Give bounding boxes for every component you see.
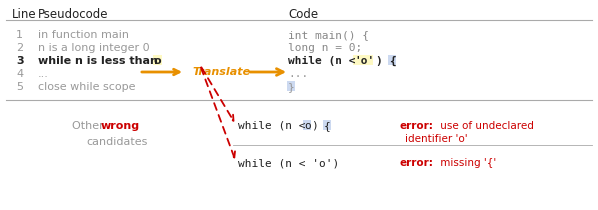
- Text: wrong: wrong: [101, 121, 140, 131]
- Text: ): ): [312, 121, 325, 131]
- Text: ): ): [376, 56, 389, 66]
- Text: candidates: candidates: [86, 137, 147, 147]
- FancyBboxPatch shape: [353, 55, 373, 65]
- Text: {: {: [324, 121, 331, 131]
- Text: identifier 'o': identifier 'o': [405, 134, 468, 144]
- Text: while (n < 'o'): while (n < 'o'): [238, 158, 339, 168]
- Text: while (n <: while (n <: [288, 56, 362, 66]
- FancyBboxPatch shape: [153, 55, 162, 65]
- Text: while n is less than: while n is less than: [38, 56, 161, 66]
- Text: in function main: in function main: [38, 30, 129, 40]
- FancyBboxPatch shape: [388, 55, 396, 65]
- Text: Other: Other: [72, 121, 107, 131]
- Text: int main() {: int main() {: [288, 30, 369, 40]
- Text: error:: error:: [400, 158, 434, 168]
- Text: use of undeclared: use of undeclared: [437, 121, 534, 131]
- FancyBboxPatch shape: [323, 120, 331, 130]
- Text: }: }: [288, 82, 295, 92]
- Text: Code: Code: [288, 8, 318, 21]
- Text: missing '{': missing '{': [437, 158, 496, 168]
- Text: 'o': 'o': [354, 56, 374, 66]
- Text: Translate: Translate: [192, 67, 250, 77]
- Text: Line: Line: [12, 8, 36, 21]
- Text: n is a long integer 0: n is a long integer 0: [38, 43, 150, 53]
- Text: while (n <: while (n <: [238, 121, 312, 131]
- Text: error:: error:: [400, 121, 434, 131]
- Text: long n = 0;: long n = 0;: [288, 43, 362, 53]
- FancyBboxPatch shape: [303, 120, 311, 130]
- Text: ...: ...: [38, 69, 49, 79]
- Text: o: o: [304, 121, 311, 131]
- FancyBboxPatch shape: [287, 81, 295, 91]
- Text: 2: 2: [16, 43, 23, 53]
- Text: {: {: [389, 56, 396, 66]
- Text: 4: 4: [16, 69, 23, 79]
- Text: 3: 3: [16, 56, 24, 66]
- Text: ...: ...: [288, 69, 308, 79]
- Text: Pseudocode: Pseudocode: [38, 8, 108, 21]
- Text: 1: 1: [16, 30, 23, 40]
- Text: close while scope: close while scope: [38, 82, 136, 92]
- Text: o: o: [154, 56, 161, 66]
- Text: 5: 5: [16, 82, 23, 92]
